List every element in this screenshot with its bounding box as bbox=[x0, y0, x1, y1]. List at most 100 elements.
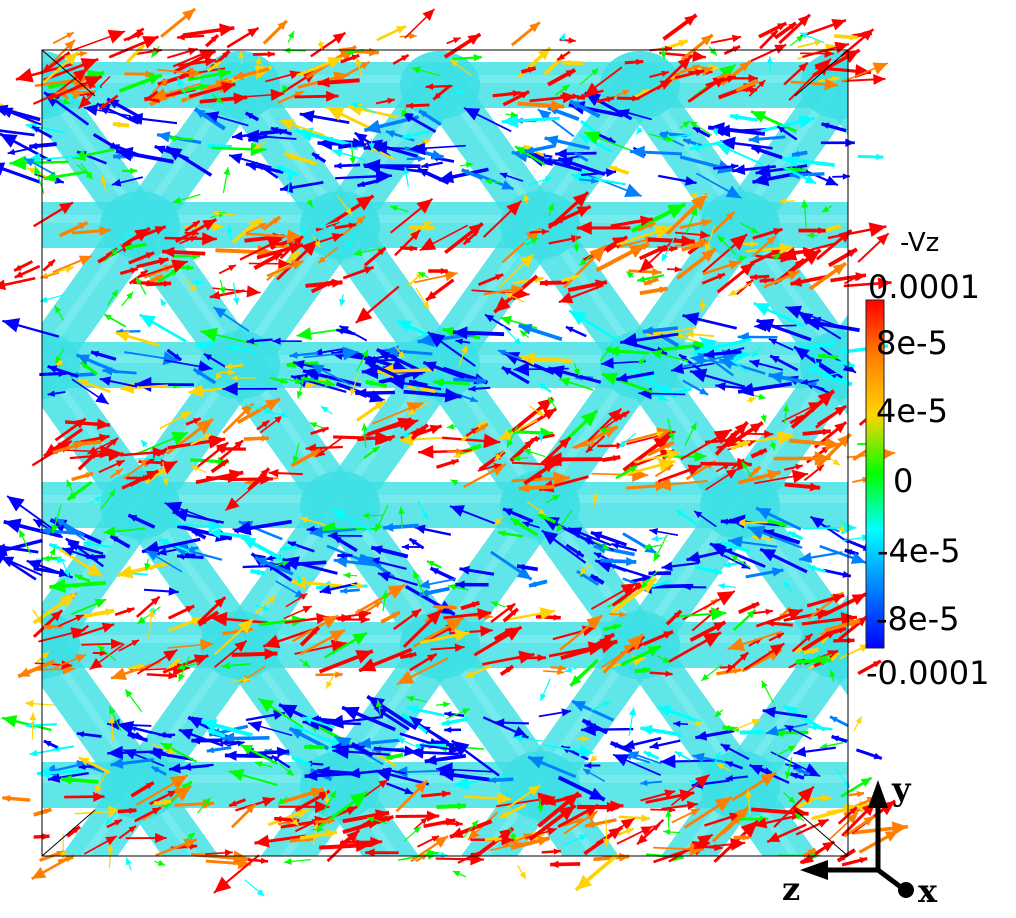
vector-arrow-head bbox=[139, 314, 156, 328]
vector-arrow-head bbox=[196, 341, 204, 348]
surface-strut bbox=[817, 62, 848, 136]
vector-arrow-head bbox=[431, 835, 440, 842]
vector-arrow-head bbox=[559, 664, 567, 672]
vector-arrow-head bbox=[406, 695, 415, 702]
vector-arrow-head bbox=[842, 173, 850, 180]
vector-arrow-head bbox=[595, 279, 607, 290]
vector-arrow-head bbox=[66, 32, 74, 39]
vector-arrow-head bbox=[518, 483, 530, 493]
vector-arrow-head bbox=[665, 809, 672, 817]
vector-arrow-head bbox=[733, 817, 741, 825]
vector-arrow-head bbox=[588, 245, 607, 263]
vector-arrow-head bbox=[643, 278, 652, 285]
vector-arrow-head bbox=[316, 613, 330, 625]
vector-arrow-head bbox=[279, 704, 298, 719]
vector-arrow-head bbox=[613, 754, 629, 767]
vector-arrow-head bbox=[701, 218, 712, 227]
vector-arrow-head bbox=[160, 461, 178, 475]
axis-x-label: x bbox=[918, 872, 938, 910]
vector-arrow-head bbox=[860, 777, 872, 787]
vector-arrow-head bbox=[104, 314, 112, 321]
vector-arrow-head bbox=[354, 141, 362, 148]
vector-arrow-head bbox=[289, 351, 298, 359]
vector-arrow-head bbox=[327, 817, 335, 825]
vector-arrow-head bbox=[47, 365, 58, 373]
vector-arrow-head bbox=[616, 372, 628, 383]
vector-arrow-head bbox=[580, 410, 598, 427]
vector-arrow-head bbox=[205, 111, 220, 123]
vector-arrow-head bbox=[736, 459, 744, 466]
vector-arrow-head bbox=[470, 427, 479, 435]
vector-arrow-head bbox=[640, 826, 653, 836]
vector-arrow-head bbox=[601, 357, 614, 369]
vector-arrow-head bbox=[661, 70, 669, 77]
vector-arrow-head bbox=[306, 525, 315, 533]
vector-arrow-head bbox=[401, 431, 409, 438]
vector-arrow-head bbox=[791, 150, 800, 157]
vector-arrow-head bbox=[256, 888, 265, 897]
vector-arrow-head bbox=[485, 314, 495, 323]
vector-arrow-head bbox=[716, 144, 733, 156]
vector-arrow-head bbox=[541, 228, 549, 235]
vector-arrow-head bbox=[582, 720, 591, 727]
vector-arrow-head bbox=[389, 376, 406, 390]
vector-arrow-head bbox=[599, 639, 618, 654]
vector-arrow-head bbox=[843, 50, 860, 64]
vector-arrow-head bbox=[817, 819, 829, 828]
vector-arrow-head bbox=[575, 874, 593, 890]
vector-arrow-head bbox=[636, 127, 643, 135]
vector-arrow-head bbox=[110, 535, 119, 543]
vector-arrow-head bbox=[200, 327, 219, 343]
vector-arrow-head bbox=[814, 58, 831, 76]
vector-arrow-head bbox=[648, 570, 656, 577]
vector-arrow-head bbox=[694, 451, 707, 462]
vector-arrow-head bbox=[409, 746, 424, 759]
vector-arrow-head bbox=[671, 363, 685, 375]
vector-arrow-head bbox=[503, 508, 513, 517]
vector-arrow-head bbox=[513, 362, 530, 377]
vector-arrow-head bbox=[99, 376, 112, 386]
vector-arrow-head bbox=[219, 23, 235, 37]
vector-arrow-head bbox=[250, 142, 267, 157]
vector-arrow-head bbox=[177, 77, 185, 87]
vector-arrow-head bbox=[699, 337, 717, 353]
vector-arrow-head bbox=[832, 458, 841, 466]
vector-arrow-head bbox=[556, 524, 564, 533]
vector-arrow-head bbox=[795, 464, 803, 471]
vector-arrow-head bbox=[58, 202, 73, 214]
vector-arrow-head bbox=[694, 774, 710, 788]
vector-arrow-head bbox=[146, 550, 159, 561]
vector-arrow-head bbox=[751, 111, 767, 123]
vector-arrow-head bbox=[523, 193, 530, 202]
vector-arrow-head bbox=[794, 259, 805, 269]
vector-arrow-head bbox=[182, 8, 196, 21]
vector-arrow-head bbox=[731, 34, 742, 43]
vector-arrow-head bbox=[332, 509, 346, 521]
vector-arrow-head bbox=[111, 289, 118, 298]
vector-arrow-head bbox=[276, 166, 285, 173]
vector-arrow-head bbox=[537, 398, 553, 413]
vector-arrow-head bbox=[446, 423, 455, 430]
vector-arrow-head bbox=[799, 552, 813, 564]
vector-arrow-head bbox=[74, 418, 86, 429]
vector-arrow-head bbox=[456, 448, 464, 455]
vector-arrow-head bbox=[473, 445, 481, 452]
vector-arrow-head bbox=[396, 320, 413, 333]
vector-arrow-head bbox=[434, 836, 448, 848]
vector-arrow-head bbox=[452, 326, 468, 340]
vector-arrow-head bbox=[263, 634, 281, 649]
vector-arrow-head bbox=[859, 857, 868, 864]
vector-arrow-head bbox=[83, 104, 99, 116]
vector-arrow-head bbox=[427, 653, 437, 662]
surface-highlight bbox=[836, 75, 848, 98]
vector-arrow-head bbox=[224, 750, 237, 761]
vector-arrow-head bbox=[410, 609, 422, 619]
vector-arrow-head bbox=[728, 260, 741, 270]
vector-arrow-head bbox=[113, 153, 121, 160]
vector-arrow-head bbox=[425, 83, 434, 91]
vector-arrow-head bbox=[264, 648, 278, 660]
vector-arrow-head bbox=[157, 859, 166, 866]
vector-arrow-head bbox=[465, 670, 475, 678]
vector-arrow-head bbox=[690, 808, 701, 817]
vector-arrow-head bbox=[76, 354, 91, 365]
